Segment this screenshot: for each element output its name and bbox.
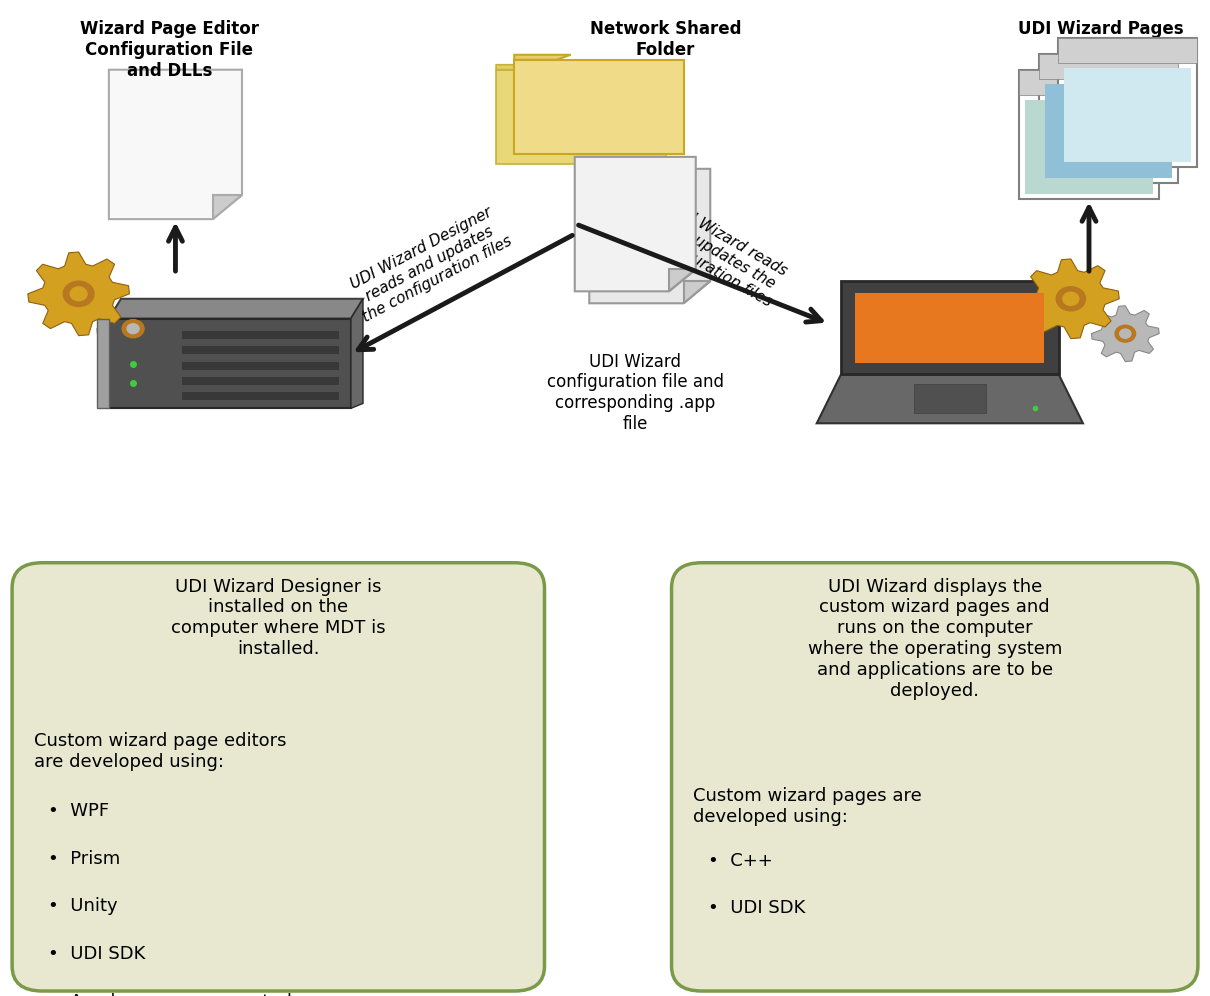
Polygon shape [97,319,109,408]
Polygon shape [182,331,339,339]
Circle shape [127,324,139,334]
Circle shape [1116,326,1135,342]
Text: •  UDI SDK: • UDI SDK [48,945,145,963]
Polygon shape [589,168,710,303]
Circle shape [63,281,94,307]
Text: •  WPF: • WPF [48,802,110,820]
Text: UDI Wizard Designer
reads and updates
the configuration files: UDI Wizard Designer reads and updates th… [344,203,515,325]
Polygon shape [1038,54,1177,183]
FancyBboxPatch shape [12,563,544,991]
FancyBboxPatch shape [672,563,1198,991]
Polygon shape [914,384,986,413]
Circle shape [122,320,144,338]
Text: •  Any language supported
by WPF: • Any language supported by WPF [48,993,293,996]
Text: UDI Wizard Pages
and DLLs: UDI Wizard Pages and DLLs [1019,20,1183,59]
Text: UDI Wizard Designer is
installed on the
computer where MDT is
installed.: UDI Wizard Designer is installed on the … [171,578,386,658]
Polygon shape [97,299,169,359]
Text: UDI Wizard
configuration file and
corresponding .app
file: UDI Wizard configuration file and corres… [547,353,724,433]
Polygon shape [575,156,696,291]
Text: UDI Wizard reads
and updates the
configuration files: UDI Wizard reads and updates the configu… [649,198,791,310]
Polygon shape [351,299,363,408]
Polygon shape [1091,306,1159,362]
Polygon shape [1045,84,1171,178]
Polygon shape [684,281,710,303]
Text: Custom wizard pages are
developed using:: Custom wizard pages are developed using: [693,787,922,826]
Polygon shape [182,347,339,355]
Polygon shape [1019,70,1159,95]
Circle shape [1056,287,1085,311]
Polygon shape [1019,70,1159,199]
Polygon shape [1058,38,1198,167]
Circle shape [70,287,87,301]
Polygon shape [496,70,666,164]
Text: UDI Wizard displays the
custom wizard pages and
runs on the computer
where the o: UDI Wizard displays the custom wizard pa… [807,578,1062,699]
Polygon shape [28,252,129,336]
Text: Network Shared
Folder: Network Shared Folder [589,20,742,59]
Polygon shape [109,299,363,319]
Polygon shape [213,195,242,219]
Circle shape [1062,292,1079,306]
Polygon shape [841,281,1059,374]
Polygon shape [182,392,339,400]
Polygon shape [855,293,1044,363]
Circle shape [1119,329,1131,339]
Polygon shape [109,319,351,408]
Polygon shape [514,55,571,60]
Text: •  Prism: • Prism [48,850,121,868]
Polygon shape [1022,259,1119,339]
Polygon shape [109,70,242,219]
Polygon shape [1026,100,1152,194]
Text: •  Unity: • Unity [48,897,119,915]
Polygon shape [1065,68,1191,162]
Polygon shape [182,377,339,385]
Polygon shape [1038,54,1177,79]
Polygon shape [817,374,1083,423]
Text: Wizard Page Editor
Configuration File
and DLLs: Wizard Page Editor Configuration File an… [80,20,259,80]
Text: •  C++: • C++ [708,852,773,870]
Polygon shape [669,269,696,291]
Polygon shape [514,60,684,154]
Polygon shape [182,362,339,370]
Polygon shape [1058,38,1198,63]
Text: •  UDI SDK: • UDI SDK [708,899,805,917]
Text: Custom wizard page editors
are developed using:: Custom wizard page editors are developed… [34,732,287,771]
Polygon shape [496,65,553,70]
